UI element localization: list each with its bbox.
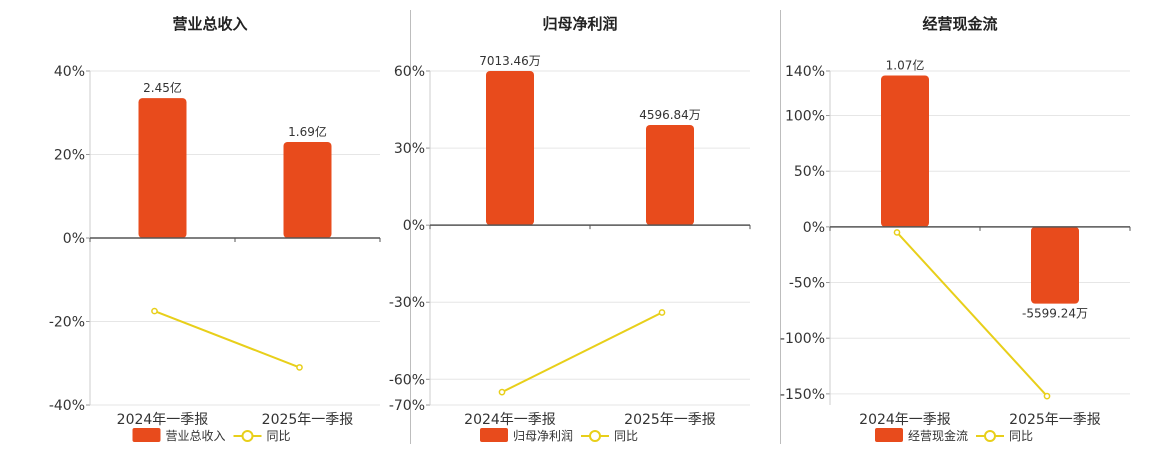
- chart-title: 经营现金流: [922, 15, 997, 33]
- y-tick-label: -70%: [389, 398, 425, 414]
- bar-data-label: 1.07亿: [886, 57, 925, 72]
- bar-data-label: 2.45亿: [143, 80, 182, 95]
- chart-title: 归母净利润: [542, 15, 617, 33]
- bar: [486, 71, 534, 226]
- y-tick-label: -20%: [49, 315, 85, 331]
- y-tick-label: 140%: [785, 64, 825, 80]
- bar: [646, 124, 694, 226]
- y-tick-label: 30%: [394, 141, 425, 157]
- x-tick-label: 2024年一季报: [117, 412, 209, 428]
- legend-swatch-marker: [241, 430, 254, 442]
- bar: [1031, 226, 1079, 304]
- y-tick-label: 20%: [54, 148, 85, 164]
- yoy-point: [151, 307, 158, 315]
- chart-operating-cash-flow: 经营现金流 140% 100% 50% 0% -50% -100% -150% 1.07亿 -55…: [780, 15, 1131, 443]
- bar-data-label: 7013.46万: [479, 54, 541, 68]
- x-tick-label: 2025年一季报: [262, 412, 354, 428]
- yoy-point: [296, 364, 303, 371]
- yoy-point: [893, 229, 901, 236]
- x-tick-label: 2024年一季报: [464, 412, 556, 428]
- bar: [881, 75, 929, 227]
- yoy-point: [498, 388, 506, 396]
- bar-data-label: 4596.84万: [639, 108, 701, 122]
- chart-net-profit: 归母净利润 60% 30% 0% -30% -60% -70% 7013.46万 4596.84…: [389, 15, 751, 443]
- y-tick-label: -30%: [389, 295, 425, 311]
- x-tick-label: 2025年一季报: [1009, 412, 1101, 428]
- bar-data-label: -5599.24万: [1022, 307, 1088, 321]
- y-tick-label: 50%: [794, 164, 825, 180]
- yoy-point: [1043, 392, 1051, 400]
- y-tick-label: 0%: [803, 220, 825, 236]
- yoy-line: [896, 231, 1048, 397]
- chart-panel-operating-cash-flow: 经营现金流 140% 100% 50% 0% -50% -100% -150% 1.07亿 -55…: [740, 0, 1160, 450]
- legend-label-bar: 归母净利润: [513, 429, 573, 443]
- legend-swatch-bar: [132, 428, 161, 442]
- chart-panel-revenue: 营业总收入 40% 20% 0% -20% -40% 2.45亿 1.69亿 2024年一季报 2…: [0, 0, 405, 450]
- legend-label-line: 同比: [267, 429, 291, 443]
- bar: [138, 98, 187, 238]
- chart-panel-net-profit: 归母净利润 60% 30% 0% -30% -60% -70% 7013.46万 4596.84…: [370, 0, 780, 450]
- y-tick-label: -50%: [789, 276, 825, 292]
- y-tick-label: -100%: [780, 331, 825, 347]
- y-tick-label: 100%: [785, 109, 825, 125]
- legend-swatch-bar: [875, 428, 903, 442]
- y-tick-label: -60%: [389, 372, 425, 388]
- chart-revenue: 营业总收入 40% 20% 0% -20% -40% 2.45亿 1.69亿 2024年一季报 2…: [49, 15, 381, 443]
- x-tick-label: 2025年一季报: [624, 412, 716, 428]
- y-tick-label: -150%: [780, 387, 825, 403]
- bar: [283, 141, 332, 238]
- chart-title: 营业总收入: [172, 15, 247, 33]
- y-tick-label: 0%: [63, 231, 85, 247]
- y-tick-label: 40%: [54, 64, 85, 80]
- y-tick-label: 60%: [394, 64, 425, 80]
- legend-label-bar: 营业总收入: [166, 429, 226, 443]
- panel-divider: [780, 10, 781, 444]
- panel-divider: [410, 10, 411, 444]
- bar-data-label: 1.69亿: [288, 124, 327, 139]
- legend-swatch-marker: [984, 430, 996, 442]
- legend-swatch-marker: [589, 430, 601, 442]
- y-tick-label: 0%: [403, 218, 425, 234]
- legend-label-line: 同比: [614, 429, 638, 443]
- legend-label-bar: 经营现金流: [908, 428, 968, 443]
- yoy-line: [501, 311, 663, 394]
- yoy-line: [154, 310, 300, 369]
- legend-swatch-bar: [480, 428, 508, 442]
- y-tick-label: -40%: [49, 398, 85, 414]
- legend-label-line: 同比: [1009, 429, 1033, 443]
- x-tick-label: 2024年一季报: [859, 412, 951, 428]
- yoy-point: [658, 309, 666, 316]
